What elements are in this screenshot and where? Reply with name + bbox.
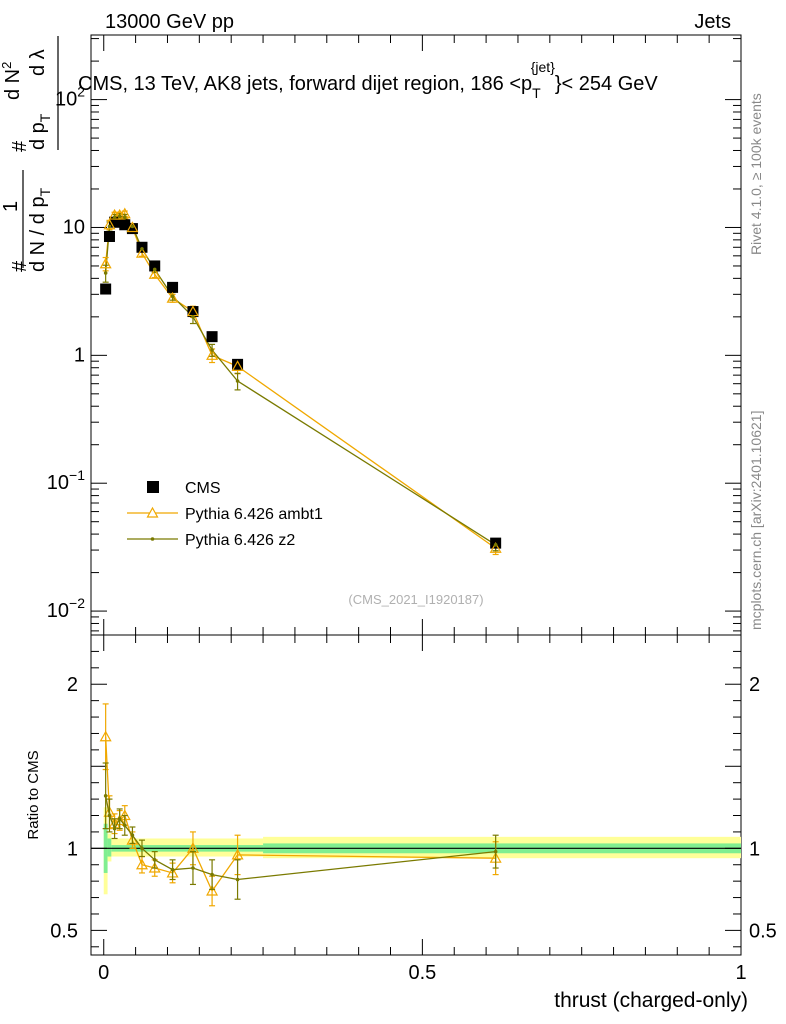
ratio-ambt1-point xyxy=(206,884,219,896)
main-ytick-label: 10−1 xyxy=(47,467,85,494)
ratio-panel-frame xyxy=(90,634,742,956)
ratio-ylabel: Ratio to CMS xyxy=(25,750,42,839)
main-axis-ticks xyxy=(91,35,742,635)
z2-point xyxy=(122,215,127,220)
ratio-z2-point xyxy=(140,846,144,851)
main-title: CMS, 13 TeV, AK8 jets, forward dijet reg… xyxy=(78,59,658,101)
legend-label-ambt1: Pythia 6.426 ambt1 xyxy=(185,506,323,523)
main-plot-area xyxy=(99,207,502,556)
ratio-z2-point xyxy=(122,823,127,828)
main-ytick-labels: 10−2 10−1 1 10 102 xyxy=(47,84,85,622)
ratio-ambt1-point xyxy=(99,730,112,742)
xtick-label: 0 xyxy=(98,962,109,984)
ambt1-point xyxy=(166,291,179,303)
z2-point xyxy=(210,348,214,352)
z2-point xyxy=(152,267,157,272)
ylabel-hash-2: # xyxy=(9,140,31,152)
ratio-z2-point xyxy=(191,866,195,870)
cms-point xyxy=(119,219,131,231)
ratio-ytick-label-left: 2 xyxy=(67,674,78,696)
ratio-ambt1-point xyxy=(231,848,244,860)
xtick-labels: 0 0.5 1 xyxy=(98,962,746,984)
ambt1-point xyxy=(126,221,139,233)
ratio-z2-point xyxy=(130,833,135,838)
legend-label-z2: Pythia 6.426 z2 xyxy=(185,532,295,549)
ambt1-point xyxy=(489,542,502,553)
analysis-watermark: (CMS_2021_I1920187) xyxy=(348,592,483,607)
z2-point xyxy=(103,271,108,275)
legend-marker-cms xyxy=(147,481,159,493)
main-ylabel: # 1 d N / d pT # d N2 d pT d λ xyxy=(0,36,59,272)
ratio-axis-ticks xyxy=(91,635,742,955)
z2-point xyxy=(112,215,117,220)
z2-point xyxy=(140,247,144,251)
ratio-ytick-label-right: 2 xyxy=(749,674,760,696)
legend-marker-z2 xyxy=(150,537,155,541)
z2-point xyxy=(191,315,195,319)
ratio-line-0 xyxy=(105,736,496,893)
cms-point xyxy=(149,260,161,272)
ylabel-dlambda: d λ xyxy=(27,49,49,76)
ratio-z2-point xyxy=(103,794,108,798)
cms-point xyxy=(100,283,112,295)
ylabel-dn: d N / d pT xyxy=(27,187,53,272)
ylabel-hash-1: # xyxy=(9,260,31,272)
series-line-2 xyxy=(105,215,497,546)
ratio-ambt1-point xyxy=(135,858,148,870)
ratio-band-stat xyxy=(107,838,112,857)
ratio-ytick-label-right: 1 xyxy=(749,838,760,860)
ylabel-dpt: d pT xyxy=(27,113,53,150)
cms-point xyxy=(126,223,138,235)
ambt1-point xyxy=(231,360,244,371)
xlabel: thrust (charged-only) xyxy=(554,989,748,1012)
main-ytick-label: 10 xyxy=(63,216,85,238)
header-right: Jets xyxy=(694,11,731,33)
ylabel-one: 1 xyxy=(0,201,22,212)
xtick-label: 1 xyxy=(735,962,746,984)
ratio-ytick-label-left: 1 xyxy=(67,838,78,860)
z2-point xyxy=(493,542,498,547)
legend: CMS Pythia 6.426 ambt1 Pythia 6.426 z2 xyxy=(127,480,323,549)
header-left: 13000 GeV pp xyxy=(105,11,234,33)
cms-point xyxy=(206,331,218,343)
z2-point xyxy=(170,294,175,299)
ambt1-point xyxy=(135,246,148,258)
xtick-label: 0.5 xyxy=(408,962,436,984)
cms-point xyxy=(167,281,179,293)
cms-point xyxy=(232,358,244,370)
z2-point xyxy=(130,224,135,229)
z2-point xyxy=(107,224,112,229)
z2-point xyxy=(235,379,240,383)
main-ytick-label: 1 xyxy=(74,344,85,366)
cms-point xyxy=(187,306,199,318)
legend-marker-ambt1 xyxy=(146,506,159,518)
ambt1-point xyxy=(103,218,116,230)
ratio-ytick-label-right: 0.5 xyxy=(749,920,777,942)
side-label-mcplots: mcplots.cern.ch [arXiv:2401.10621] xyxy=(748,411,764,630)
series-line-1 xyxy=(105,213,497,549)
ambt1-point xyxy=(206,349,219,360)
ratio-z2-point xyxy=(107,813,112,818)
ratio-z2-point xyxy=(170,867,175,872)
ratio-z2-point xyxy=(152,858,157,862)
ratio-z2-point xyxy=(210,872,214,877)
ratio-z2-point xyxy=(493,849,498,854)
legend-label-cms: CMS xyxy=(185,480,221,497)
ratio-ytick-label-left: 0.5 xyxy=(50,920,78,942)
ylabel-d2n: d N2 xyxy=(0,62,24,100)
z2-point xyxy=(117,214,122,219)
ratio-ytick-labels: 0.5 0.5 1 1 2 2 xyxy=(50,674,777,942)
ratio-uncertainty-bands xyxy=(103,807,741,895)
side-label-rivet: Rivet 4.1.0, ≥ 100k events xyxy=(748,93,764,255)
main-ytick-label: 10−2 xyxy=(47,595,85,622)
ratio-z2-point xyxy=(235,877,240,882)
ambt1-point xyxy=(148,268,161,279)
ratio-z2-point xyxy=(117,816,122,821)
cms-point xyxy=(103,230,115,242)
main-ytick-label: 102 xyxy=(55,84,85,111)
ratio-z2-point xyxy=(112,826,117,831)
ambt1-point xyxy=(99,257,112,269)
ratio-plot-area xyxy=(99,703,502,907)
